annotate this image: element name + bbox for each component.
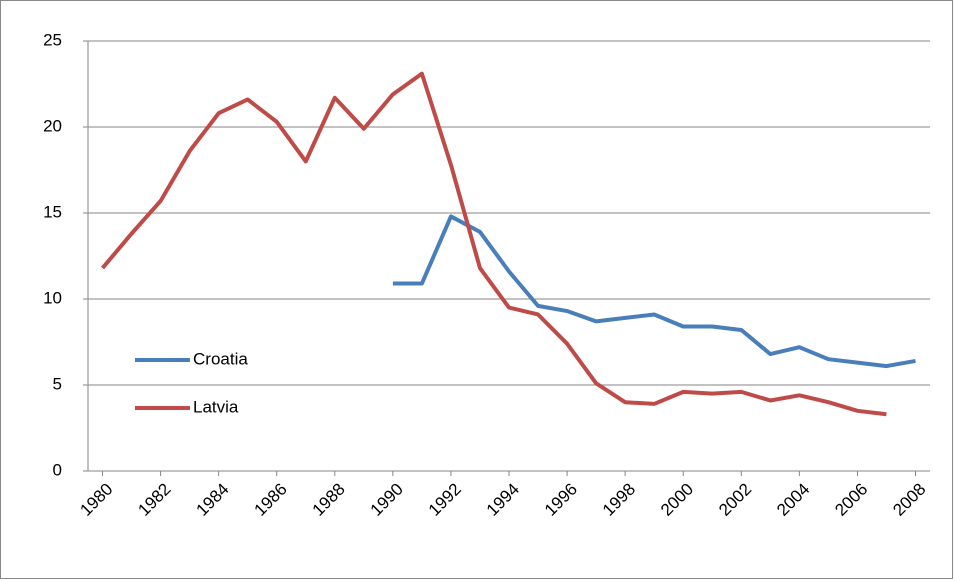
y-tick-label: 5 bbox=[53, 374, 62, 393]
y-tick-label: 20 bbox=[43, 116, 62, 135]
y-tick-label: 25 bbox=[43, 30, 62, 49]
y-tick-label: 10 bbox=[43, 288, 62, 307]
y-tick-label: 15 bbox=[43, 202, 62, 221]
series-line bbox=[392, 214, 916, 369]
series-line bbox=[100, 71, 887, 417]
y-tick-label: 0 bbox=[53, 460, 62, 479]
legend-label: Croatia bbox=[193, 349, 248, 368]
legend-label: Latvia bbox=[193, 397, 239, 416]
